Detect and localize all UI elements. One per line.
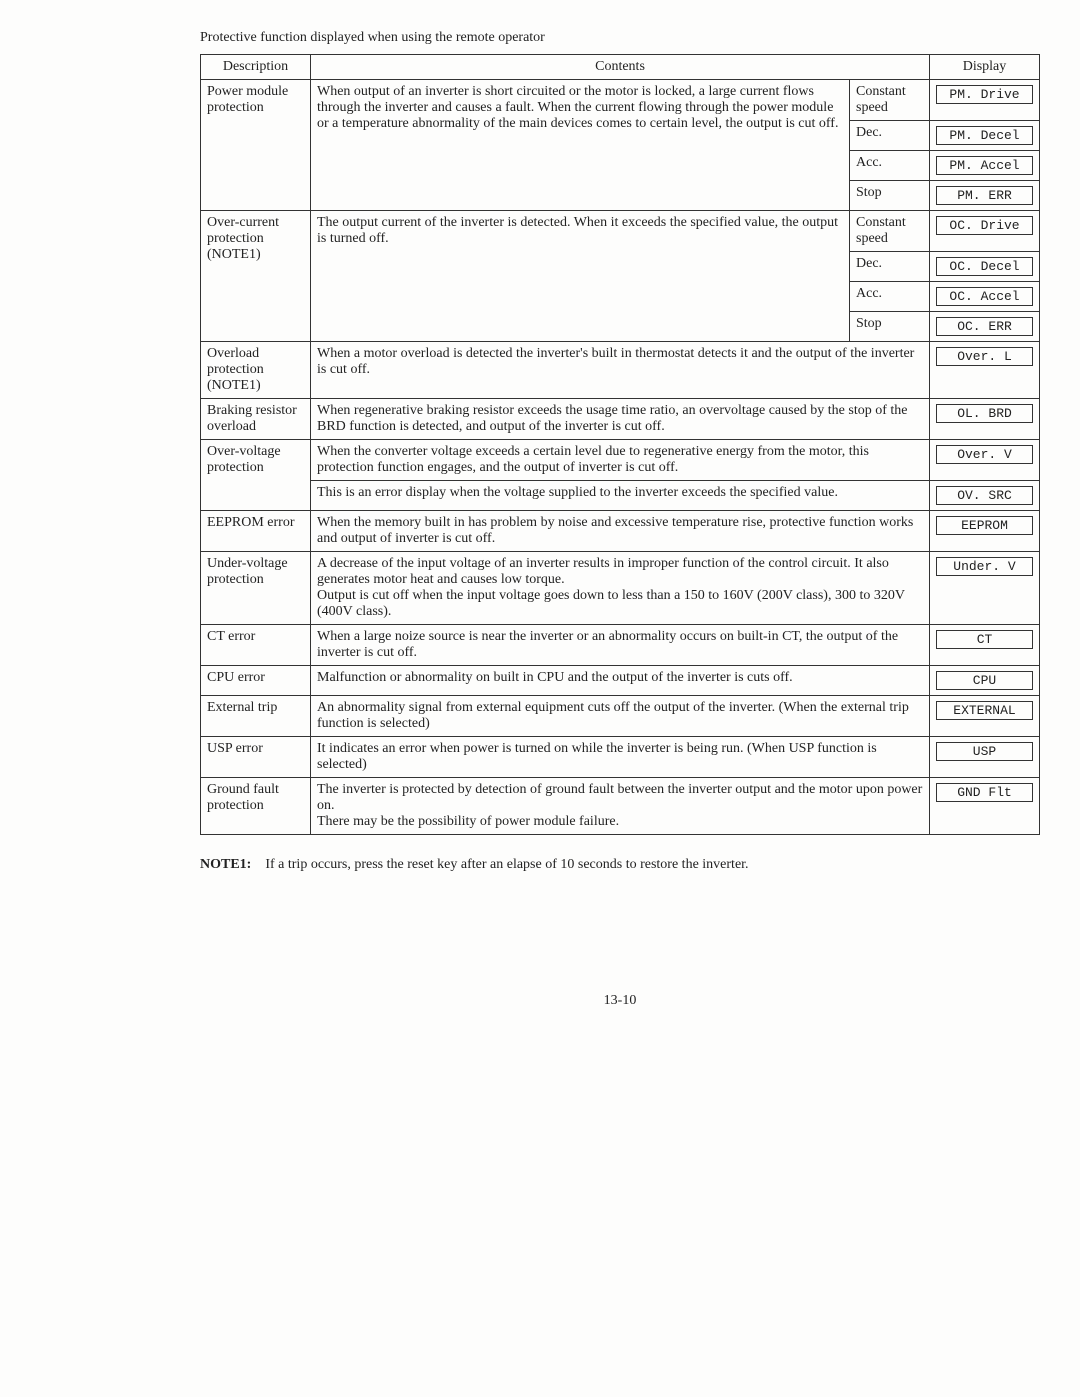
- row-eeprom: EEPROM error When the memory built in ha…: [201, 511, 1040, 552]
- display-pm-1: PM. Decel: [936, 126, 1033, 145]
- contents-pm: When output of an inverter is short circ…: [311, 80, 850, 211]
- row-pm: Power module protection When output of a…: [201, 80, 1040, 121]
- desc-brd: Braking resistor overload: [201, 399, 311, 440]
- display-pm-3: PM. ERR: [936, 186, 1033, 205]
- display-ov1: Over. V: [936, 445, 1033, 464]
- page-title: Protective function displayed when using…: [200, 30, 1040, 46]
- note1-label: NOTE1:: [200, 857, 251, 872]
- display-ol: Over. L: [936, 347, 1033, 366]
- display-pm-0: PM. Drive: [936, 85, 1033, 104]
- state-oc-1: Dec.: [850, 252, 930, 282]
- desc-gnd: Ground fault protection: [201, 778, 311, 835]
- table-header-row: Description Contents Display: [201, 55, 1040, 80]
- contents-uv: A decrease of the input voltage of an in…: [311, 552, 930, 625]
- state-oc-2: Acc.: [850, 282, 930, 312]
- display-ext: EXTERNAL: [936, 701, 1033, 720]
- contents-oc: The output current of the inverter is de…: [311, 211, 850, 342]
- desc-ct: CT error: [201, 625, 311, 666]
- desc-pm: Power module protection: [201, 80, 311, 211]
- display-uv: Under. V: [936, 557, 1033, 576]
- contents-ol: When a motor overload is detected the in…: [311, 342, 930, 399]
- desc-cpu: CPU error: [201, 666, 311, 696]
- row-brd: Braking resistor overload When regenerat…: [201, 399, 1040, 440]
- display-pm-2: PM. Accel: [936, 156, 1033, 175]
- contents-brd: When regenerative braking resistor excee…: [311, 399, 930, 440]
- row-ol: Overload protection (NOTE1) When a motor…: [201, 342, 1040, 399]
- display-usp: USP: [936, 742, 1033, 761]
- display-cpu: CPU: [936, 671, 1033, 690]
- state-pm-0: Constant speed: [850, 80, 930, 121]
- state-oc-3: Stop: [850, 312, 930, 342]
- contents-ov1: When the converter voltage exceeds a cer…: [311, 440, 930, 481]
- row-ct: CT error When a large noize source is ne…: [201, 625, 1040, 666]
- desc-oc: Over-current protection (NOTE1): [201, 211, 311, 342]
- header-contents: Contents: [311, 55, 930, 80]
- contents-ov2: This is an error display when the voltag…: [311, 481, 930, 511]
- contents-cpu: Malfunction or abnormality on built in C…: [311, 666, 930, 696]
- state-pm-2: Acc.: [850, 151, 930, 181]
- display-oc-0: OC. Drive: [936, 216, 1033, 235]
- contents-ct: When a large noize source is near the in…: [311, 625, 930, 666]
- state-pm-3: Stop: [850, 181, 930, 211]
- contents-usp: It indicates an error when power is turn…: [311, 737, 930, 778]
- desc-ov: Over-voltage protection: [201, 440, 311, 511]
- display-brd: OL. BRD: [936, 404, 1033, 423]
- desc-usp: USP error: [201, 737, 311, 778]
- display-oc-3: OC. ERR: [936, 317, 1033, 336]
- contents-eeprom: When the memory built in has problem by …: [311, 511, 930, 552]
- display-oc-1: OC. Decel: [936, 257, 1033, 276]
- row-cpu: CPU error Malfunction or abnormality on …: [201, 666, 1040, 696]
- state-oc-0: Constant speed: [850, 211, 930, 252]
- state-pm-1: Dec.: [850, 121, 930, 151]
- note1: NOTE1: If a trip occurs, press the reset…: [200, 857, 1040, 873]
- contents-ext: An abnormality signal from external equi…: [311, 696, 930, 737]
- row-gnd: Ground fault protection The inverter is …: [201, 778, 1040, 835]
- note1-text: If a trip occurs, press the reset key af…: [265, 857, 748, 872]
- row-ov1: Over-voltage protection When the convert…: [201, 440, 1040, 481]
- header-description: Description: [201, 55, 311, 80]
- desc-ext: External trip: [201, 696, 311, 737]
- header-display: Display: [930, 55, 1040, 80]
- row-ext: External trip An abnormality signal from…: [201, 696, 1040, 737]
- page-number: 13-10: [200, 993, 1040, 1009]
- desc-ol: Overload protection (NOTE1): [201, 342, 311, 399]
- row-uv: Under-voltage protection A decrease of t…: [201, 552, 1040, 625]
- display-oc-2: OC. Accel: [936, 287, 1033, 306]
- desc-eeprom: EEPROM error: [201, 511, 311, 552]
- display-gnd: GND Flt: [936, 783, 1033, 802]
- display-ct: CT: [936, 630, 1033, 649]
- row-ov2: This is an error display when the voltag…: [201, 481, 1040, 511]
- display-eeprom: EEPROM: [936, 516, 1033, 535]
- display-ov2: OV. SRC: [936, 486, 1033, 505]
- desc-uv: Under-voltage protection: [201, 552, 311, 625]
- row-oc: Over-current protection (NOTE1) The outp…: [201, 211, 1040, 252]
- contents-gnd: The inverter is protected by detection o…: [311, 778, 930, 835]
- protective-function-table: Description Contents Display Power modul…: [200, 54, 1040, 835]
- row-usp: USP error It indicates an error when pow…: [201, 737, 1040, 778]
